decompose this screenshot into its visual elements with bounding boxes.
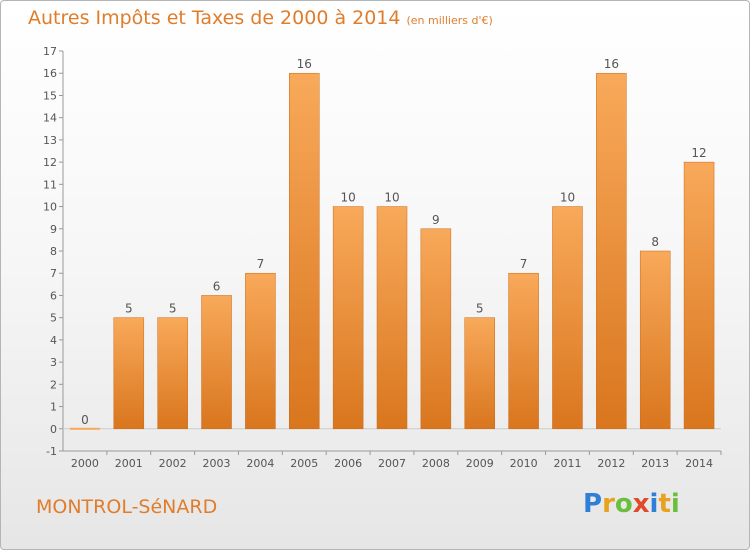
- x-tick-label: 2004: [246, 457, 274, 470]
- bar: [69, 427, 100, 430]
- y-tick-label: 15: [43, 89, 57, 102]
- y-tick-label: 6: [50, 289, 57, 302]
- y-tick-label: 4: [50, 334, 57, 347]
- y-tick-label: 17: [43, 45, 57, 58]
- bar: [289, 72, 320, 430]
- y-tick-label: 16: [43, 67, 57, 80]
- bar: [201, 295, 232, 430]
- bar-value-label: 8: [651, 235, 659, 249]
- brand-letter: t: [658, 489, 671, 519]
- bar-value-label: 7: [520, 257, 528, 271]
- bar-value-label: 12: [691, 146, 706, 160]
- x-tick-label: 2005: [290, 457, 318, 470]
- y-tick-label: 11: [43, 178, 57, 191]
- bar-value-label: 16: [297, 57, 312, 71]
- y-tick-label: 14: [43, 112, 57, 125]
- x-tick-label: 2012: [597, 457, 625, 470]
- brand-letter: i: [649, 489, 659, 519]
- bar-value-label: 10: [384, 191, 399, 205]
- x-tick-label: 2008: [422, 457, 450, 470]
- y-tick-label: 12: [43, 156, 57, 169]
- bar-value-label: 5: [125, 302, 133, 316]
- y-tick-label: -1: [46, 445, 57, 458]
- x-tick-label: 2010: [510, 457, 538, 470]
- brand-logo: Proxiti: [583, 489, 680, 519]
- bar-value-label: 6: [213, 279, 221, 293]
- bar-value-label: 10: [340, 191, 355, 205]
- x-tick-label: 2001: [115, 457, 143, 470]
- bar: [464, 317, 495, 430]
- brand-letter: r: [602, 489, 615, 519]
- brand-letter: P: [583, 489, 603, 519]
- x-tick-label: 2009: [466, 457, 494, 470]
- x-tick-label: 2014: [685, 457, 713, 470]
- y-tick-label: 8: [50, 245, 57, 258]
- y-tick-label: 10: [43, 201, 57, 214]
- brand-letter: x: [632, 489, 650, 519]
- bar: [596, 72, 627, 430]
- bar: [245, 272, 276, 430]
- y-tick-label: 2: [50, 378, 57, 391]
- y-tick-label: 1: [50, 401, 57, 414]
- bar: [552, 206, 583, 430]
- y-tick-label: 0: [50, 423, 57, 436]
- x-tick-label: 2003: [203, 457, 231, 470]
- bar: [508, 272, 539, 430]
- bar-value-label: 16: [604, 57, 619, 71]
- x-tick-label: 2013: [641, 457, 669, 470]
- bar-value-label: 5: [476, 302, 484, 316]
- chart-title: Autres Impôts et Taxes de 2000 à 2014: [28, 7, 401, 29]
- y-tick-label: 5: [50, 312, 57, 325]
- bar: [376, 206, 408, 430]
- bar-value-label: 5: [169, 302, 177, 316]
- y-tick-label: 13: [43, 134, 57, 147]
- bar: [639, 250, 671, 430]
- bar: [113, 317, 145, 430]
- location-name: MONTROL-SéNARD: [36, 496, 218, 518]
- brand-letter: i: [670, 489, 680, 519]
- bar-value-label: 0: [81, 413, 89, 427]
- x-tick-label: 2011: [553, 457, 581, 470]
- bar: [157, 317, 188, 430]
- bar: [420, 228, 452, 430]
- x-tick-label: 2006: [334, 457, 362, 470]
- bar: [332, 206, 364, 430]
- brand-letter: o: [614, 489, 633, 519]
- bar-value-label: 10: [560, 191, 575, 205]
- x-tick-label: 2002: [159, 457, 187, 470]
- x-tick-label: 2007: [378, 457, 406, 470]
- bar: [683, 161, 715, 430]
- chart-subtitle: (en milliers d'€): [406, 14, 493, 27]
- bar-value-label: 7: [257, 257, 265, 271]
- x-tick-label: 2000: [71, 457, 99, 470]
- bar-value-label: 9: [432, 213, 440, 227]
- y-tick-label: 9: [50, 223, 57, 236]
- y-tick-label: 7: [50, 267, 57, 280]
- title-block: Autres Impôts et Taxes de 2000 à 2014 (en…: [28, 7, 493, 29]
- y-tick-label: 3: [50, 356, 57, 369]
